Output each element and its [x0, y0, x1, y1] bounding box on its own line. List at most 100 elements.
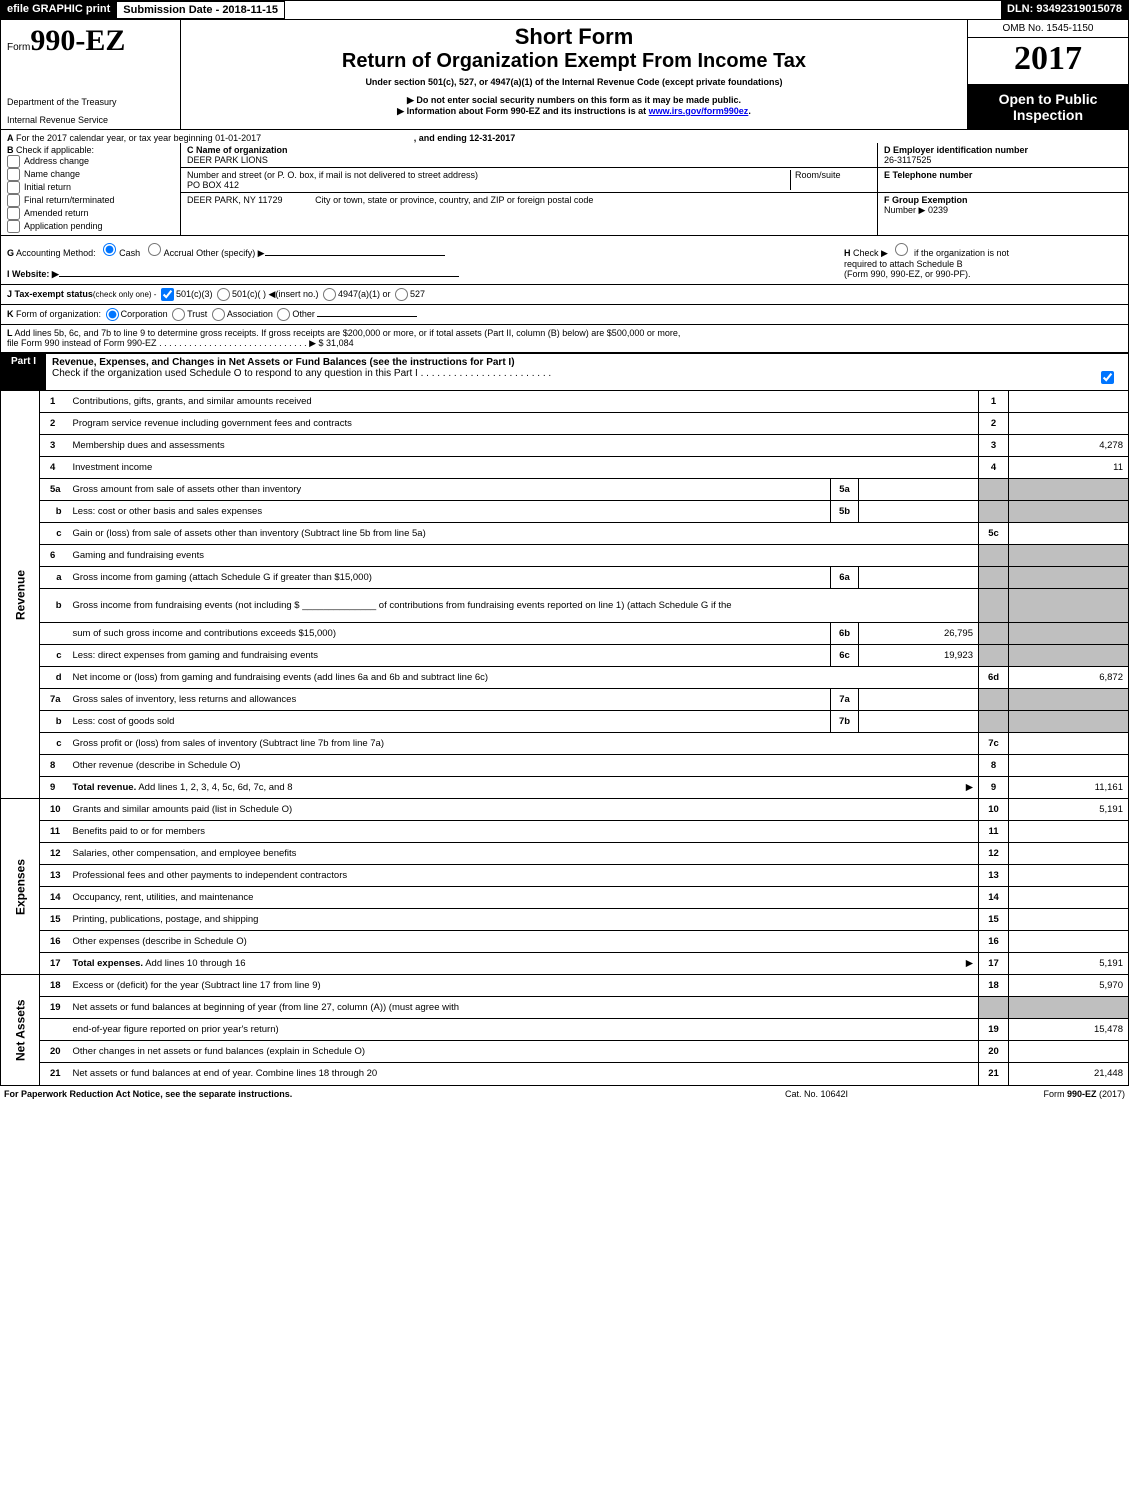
- radio-h[interactable]: [895, 243, 908, 256]
- table-row: 12Salaries, other compensation, and empl…: [1, 843, 1129, 865]
- radio-association[interactable]: [212, 308, 225, 321]
- finance-table: Revenue1Contributions, gifts, grants, an…: [0, 390, 1129, 1085]
- subtitle-info: ▶ Information about Form 990-EZ and its …: [187, 106, 961, 117]
- total-ref: [979, 589, 1009, 623]
- total-value: [1009, 1041, 1129, 1063]
- total-ref: [979, 567, 1009, 589]
- sections-b-f: B Check if applicable: Address change Na…: [0, 143, 1129, 236]
- chk-final-return[interactable]: Final return/terminated: [7, 194, 174, 207]
- l-value: $ 31,084: [319, 338, 354, 348]
- radio-501c[interactable]: [217, 288, 230, 301]
- line-description: Less: cost of goods sold: [68, 711, 831, 733]
- opt-association: Association: [227, 309, 273, 319]
- line-number: 13: [40, 865, 68, 887]
- total-value: [1009, 623, 1129, 645]
- chk-initial-return[interactable]: Initial return: [7, 181, 174, 194]
- table-row: Net Assets18Excess or (deficit) for the …: [1, 975, 1129, 997]
- total-ref: 14: [979, 887, 1009, 909]
- chk-name-change[interactable]: Name change: [7, 168, 174, 181]
- l-dots: . . . . . . . . . . . . . . . . . . . . …: [159, 338, 316, 348]
- table-row: bLess: cost of goods sold7b: [1, 711, 1129, 733]
- chk-name-change-box[interactable]: [7, 168, 20, 181]
- line-description: Other expenses (describe in Schedule O): [68, 931, 979, 953]
- chk-address-change[interactable]: Address change: [7, 155, 174, 168]
- table-row: 15Printing, publications, postage, and s…: [1, 909, 1129, 931]
- line-number: 4: [40, 457, 68, 479]
- label-k: K: [7, 309, 14, 319]
- line-description: Investment income: [68, 457, 979, 479]
- sub-ref: 5a: [831, 479, 859, 501]
- subtitle-ssn: ▶ Do not enter social security numbers o…: [187, 95, 961, 106]
- l-text1: Add lines 5b, 6c, and 7b to line 9 to de…: [15, 328, 681, 338]
- radio-corporation[interactable]: [106, 308, 119, 321]
- total-value: [1009, 755, 1129, 777]
- radio-other[interactable]: [277, 308, 290, 321]
- section-j: J Tax-exempt status(check only one) - 50…: [0, 284, 1129, 304]
- omb-number: OMB No. 1545-1150: [968, 20, 1128, 38]
- table-row: 5aGross amount from sale of assets other…: [1, 479, 1129, 501]
- opt-name-change: Name change: [24, 169, 80, 179]
- total-value: [1009, 413, 1129, 435]
- total-ref: 7c: [979, 733, 1009, 755]
- chk-schedule-o[interactable]: [1101, 371, 1114, 384]
- j-insert: ◀(insert no.): [269, 289, 319, 299]
- part1-tag: Part I: [1, 353, 46, 390]
- a-text: For the 2017 calendar year, or tax year …: [16, 133, 261, 143]
- chk-amended-return[interactable]: Amended return: [7, 207, 174, 220]
- table-row: Revenue1Contributions, gifts, grants, an…: [1, 391, 1129, 413]
- line-description: Gaming and fundraising events: [68, 545, 979, 567]
- label-l: L: [7, 328, 13, 338]
- irs-link[interactable]: www.irs.gov/form990ez: [649, 106, 749, 116]
- line-description: Total expenses. Add lines 10 through 16 …: [68, 953, 979, 975]
- line-description: Printing, publications, postage, and shi…: [68, 909, 979, 931]
- total-value: [1009, 711, 1129, 733]
- line-number: [40, 623, 68, 645]
- total-ref: 12: [979, 843, 1009, 865]
- total-value: [1009, 931, 1129, 953]
- line-number: 20: [40, 1041, 68, 1063]
- total-value: 4,278: [1009, 435, 1129, 457]
- ein-value: 26-3117525: [884, 155, 1122, 165]
- chk-initial-return-box[interactable]: [7, 181, 20, 194]
- radio-trust[interactable]: [172, 308, 185, 321]
- total-ref: [979, 479, 1009, 501]
- footer: For Paperwork Reduction Act Notice, see …: [0, 1085, 1129, 1102]
- radio-accrual[interactable]: [148, 243, 161, 256]
- radio-4947[interactable]: [323, 288, 336, 301]
- sections-g-h: G Accounting Method: Cash Accrual Other …: [0, 236, 1129, 284]
- radio-527[interactable]: [395, 288, 408, 301]
- total-value: [1009, 689, 1129, 711]
- table-row: end-of-year figure reported on prior yea…: [1, 1019, 1129, 1041]
- chk-application-pending-box[interactable]: [7, 220, 20, 233]
- title-return: Return of Organization Exempt From Incom…: [187, 50, 961, 73]
- chk-application-pending[interactable]: Application pending: [7, 220, 174, 233]
- line-description: Net assets or fund balances at end of ye…: [68, 1063, 979, 1085]
- chk-final-return-box[interactable]: [7, 194, 20, 207]
- chk-501c3[interactable]: [161, 288, 174, 301]
- total-value: [1009, 997, 1129, 1019]
- footer-left: For Paperwork Reduction Act Notice, see …: [4, 1089, 785, 1099]
- total-value: [1009, 545, 1129, 567]
- total-ref: 4: [979, 457, 1009, 479]
- line-number: 21: [40, 1063, 68, 1085]
- radio-cash[interactable]: [103, 243, 116, 256]
- table-row: sum of such gross income and contributio…: [1, 623, 1129, 645]
- form-990ez: 990-EZ: [30, 24, 125, 58]
- section-label: Revenue: [1, 391, 40, 799]
- footer-form-no: 990-EZ: [1067, 1089, 1097, 1099]
- line-description: Gross income from gaming (attach Schedul…: [68, 567, 831, 589]
- opt-4947: 4947(a)(1) or: [338, 289, 391, 299]
- chk-amended-return-box[interactable]: [7, 207, 20, 220]
- total-value: [1009, 821, 1129, 843]
- total-ref: [979, 545, 1009, 567]
- k-text: Form of organization:: [16, 309, 101, 319]
- chk-address-change-box[interactable]: [7, 155, 20, 168]
- total-value: [1009, 523, 1129, 545]
- line-number: 9: [40, 777, 68, 799]
- sub-value: [859, 479, 979, 501]
- sub-ref: 6c: [831, 645, 859, 667]
- opt-final-return: Final return/terminated: [24, 195, 115, 205]
- part1-desc: Revenue, Expenses, and Changes in Net As…: [52, 357, 515, 368]
- h-text4: (Form 990, 990-EZ, or 990-PF).: [844, 269, 971, 279]
- total-value: [1009, 909, 1129, 931]
